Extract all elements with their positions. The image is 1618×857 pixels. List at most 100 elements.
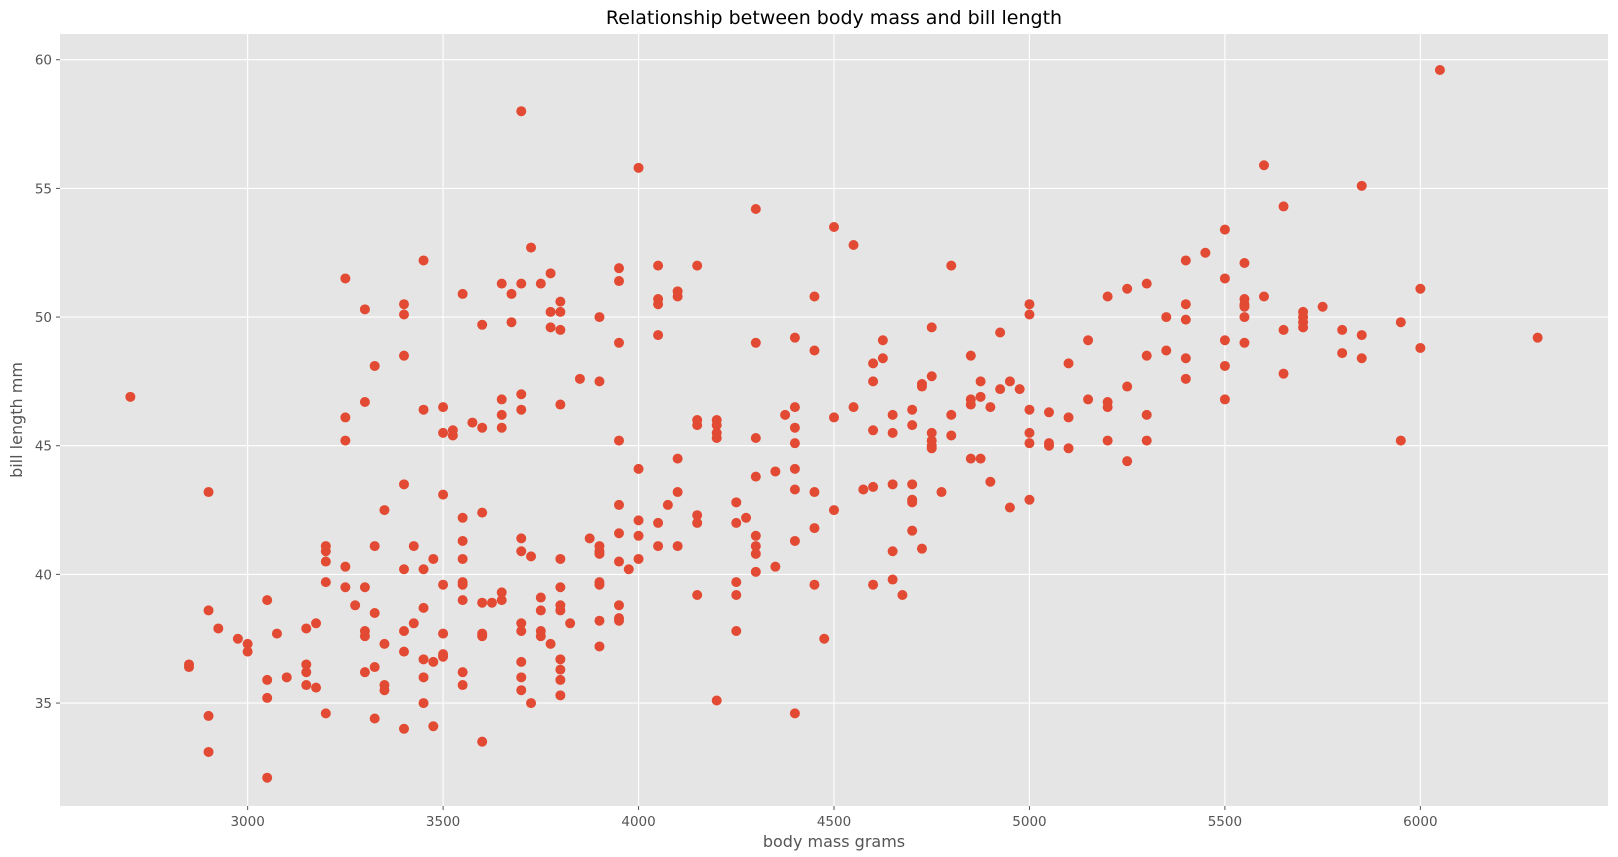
x-tick-label: 5500 <box>1208 814 1242 830</box>
data-point <box>1161 345 1172 356</box>
data-point <box>692 260 703 271</box>
data-point <box>477 422 488 433</box>
data-point <box>614 337 624 348</box>
data-point <box>750 203 761 214</box>
data-point <box>653 541 664 552</box>
data-point <box>516 618 527 629</box>
data-point <box>496 595 507 606</box>
x-tick-label: 3500 <box>426 814 460 830</box>
data-point <box>995 384 1006 395</box>
data-point <box>438 427 449 438</box>
data-point <box>1004 502 1015 513</box>
data-point <box>829 505 839 516</box>
data-point <box>731 577 742 588</box>
data-point <box>653 260 664 271</box>
data-point <box>750 337 761 348</box>
data-point <box>692 589 703 600</box>
data-point <box>418 404 429 415</box>
data-point <box>1356 180 1367 191</box>
data-point <box>907 525 918 536</box>
data-point <box>985 402 996 413</box>
data-point <box>555 296 566 307</box>
data-point <box>203 487 214 498</box>
data-point <box>340 412 351 423</box>
data-point <box>975 453 986 464</box>
data-point <box>369 713 380 724</box>
y-tick-label: 40 <box>35 567 52 583</box>
data-point <box>516 404 527 415</box>
data-point <box>594 641 605 652</box>
data-point <box>301 667 312 678</box>
data-point <box>457 680 468 691</box>
data-point <box>1395 435 1406 446</box>
data-point <box>545 638 556 649</box>
data-point <box>340 561 351 572</box>
data-point <box>1122 456 1133 467</box>
data-point <box>692 517 703 528</box>
data-point <box>457 667 468 678</box>
data-point <box>965 453 976 464</box>
data-point <box>203 710 214 721</box>
data-point <box>399 564 409 575</box>
data-point <box>672 541 683 552</box>
data-point <box>379 685 390 696</box>
data-point <box>438 628 449 639</box>
data-point <box>555 553 566 564</box>
data-point <box>584 533 595 544</box>
data-point <box>301 680 312 691</box>
data-point <box>907 497 918 508</box>
data-point <box>438 579 449 590</box>
data-point <box>1024 438 1035 449</box>
data-point <box>535 631 546 642</box>
data-point <box>232 633 243 644</box>
data-point <box>418 564 429 575</box>
data-point <box>350 600 361 611</box>
data-point <box>545 322 556 333</box>
data-point <box>662 499 673 510</box>
y-axis-label: bill length mm <box>7 362 26 478</box>
data-point <box>633 463 644 474</box>
data-point <box>692 420 703 431</box>
data-point <box>496 409 507 420</box>
data-point <box>359 667 370 678</box>
data-point <box>819 633 830 644</box>
data-point <box>526 551 537 562</box>
data-point <box>271 628 282 639</box>
data-point <box>750 471 761 482</box>
data-point <box>359 582 370 593</box>
data-point <box>946 430 957 441</box>
data-point <box>457 595 468 606</box>
data-point <box>320 577 331 588</box>
data-point <box>408 618 419 629</box>
data-point <box>506 317 517 328</box>
data-point <box>555 582 566 593</box>
data-point <box>995 327 1006 338</box>
data-point <box>672 453 683 464</box>
data-point <box>320 708 331 719</box>
x-tick-label: 6000 <box>1403 814 1437 830</box>
data-point <box>1219 224 1230 235</box>
data-point <box>1200 247 1211 258</box>
data-point <box>750 530 761 541</box>
data-point <box>369 360 380 371</box>
data-point <box>428 656 439 667</box>
data-point <box>731 497 742 508</box>
data-point <box>418 654 429 665</box>
data-point <box>594 312 605 323</box>
data-point <box>1317 301 1328 312</box>
data-point <box>1122 283 1133 294</box>
data-point <box>399 309 409 320</box>
data-point <box>545 306 556 317</box>
data-point <box>868 481 879 492</box>
data-point <box>1083 394 1094 405</box>
data-point <box>340 435 351 446</box>
chart-title: Relationship between body mass and bill … <box>606 7 1062 29</box>
data-point <box>535 605 546 616</box>
data-point <box>614 263 624 274</box>
y-tick-label: 45 <box>35 439 52 455</box>
data-point <box>125 391 136 402</box>
data-point <box>399 626 409 637</box>
data-point <box>1141 435 1152 446</box>
data-point <box>1122 381 1133 392</box>
data-point <box>789 463 800 474</box>
